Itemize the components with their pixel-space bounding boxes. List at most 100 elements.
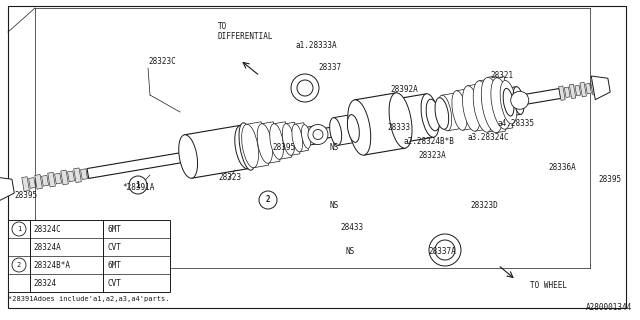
Text: 6MT: 6MT	[107, 260, 121, 269]
Text: CVT: CVT	[107, 243, 121, 252]
Ellipse shape	[282, 124, 294, 155]
Polygon shape	[596, 82, 602, 92]
Text: 1: 1	[17, 226, 21, 232]
Text: 28395: 28395	[272, 143, 295, 153]
Text: 1: 1	[136, 180, 140, 189]
Polygon shape	[274, 122, 291, 159]
Polygon shape	[246, 122, 269, 168]
Polygon shape	[442, 93, 463, 131]
Text: 28323C: 28323C	[148, 58, 176, 67]
Circle shape	[12, 258, 26, 272]
Text: 2: 2	[266, 196, 270, 204]
Text: 28323A: 28323A	[418, 150, 445, 159]
Text: NS: NS	[330, 201, 339, 210]
Text: *28391Adoes include'a1,a2,a3,a4'parts.: *28391Adoes include'a1,a2,a3,a4'parts.	[8, 296, 170, 302]
Ellipse shape	[435, 98, 449, 129]
Ellipse shape	[421, 94, 439, 137]
Ellipse shape	[330, 118, 342, 145]
Text: 28324A: 28324A	[33, 243, 61, 252]
Polygon shape	[87, 152, 186, 179]
Ellipse shape	[500, 80, 517, 124]
Polygon shape	[305, 126, 317, 145]
Text: 28333: 28333	[387, 124, 410, 132]
Ellipse shape	[269, 124, 284, 159]
Ellipse shape	[311, 126, 319, 144]
Text: 28323D: 28323D	[470, 201, 498, 210]
Ellipse shape	[389, 93, 412, 148]
Polygon shape	[467, 84, 487, 131]
Circle shape	[511, 91, 529, 109]
Polygon shape	[74, 168, 81, 183]
Polygon shape	[591, 76, 610, 100]
Text: TO
DIFFERENTIAL: TO DIFFERENTIAL	[218, 22, 273, 41]
Circle shape	[259, 191, 277, 209]
Polygon shape	[22, 177, 29, 191]
Text: 28324: 28324	[33, 278, 56, 287]
Polygon shape	[479, 79, 497, 132]
Bar	[8, 220, 170, 292]
Text: 28336A: 28336A	[548, 164, 576, 172]
Text: TO WHEEL: TO WHEEL	[530, 281, 567, 290]
Text: CVT: CVT	[107, 278, 121, 287]
Ellipse shape	[257, 124, 273, 163]
Circle shape	[297, 80, 313, 96]
Polygon shape	[400, 94, 434, 142]
Text: 28392A: 28392A	[390, 85, 418, 94]
Polygon shape	[0, 177, 14, 201]
Text: 2: 2	[17, 262, 21, 268]
Polygon shape	[333, 115, 356, 145]
Polygon shape	[184, 125, 248, 178]
Ellipse shape	[184, 149, 190, 164]
Polygon shape	[262, 122, 280, 163]
Text: a1.28333A: a1.28333A	[296, 42, 338, 51]
Circle shape	[12, 222, 26, 236]
Ellipse shape	[239, 123, 255, 170]
Text: a3.28324C: a3.28324C	[468, 133, 509, 142]
Ellipse shape	[242, 124, 259, 168]
Polygon shape	[314, 123, 357, 140]
Text: A280001344: A280001344	[586, 303, 632, 312]
Text: 28324C: 28324C	[33, 225, 61, 234]
Text: 28395: 28395	[598, 175, 621, 185]
Polygon shape	[564, 87, 570, 98]
Text: 28337A: 28337A	[428, 247, 456, 257]
Polygon shape	[48, 172, 56, 187]
Ellipse shape	[513, 87, 524, 114]
Ellipse shape	[491, 78, 511, 129]
Polygon shape	[575, 85, 580, 96]
Text: NS: NS	[345, 247, 355, 257]
Ellipse shape	[503, 88, 514, 116]
Polygon shape	[456, 89, 475, 130]
Polygon shape	[81, 169, 88, 180]
Polygon shape	[42, 175, 49, 186]
Polygon shape	[580, 82, 586, 97]
Ellipse shape	[235, 125, 253, 169]
Circle shape	[435, 240, 455, 260]
Text: 28433: 28433	[340, 223, 363, 233]
Ellipse shape	[481, 77, 503, 133]
Text: 28323: 28323	[218, 173, 241, 182]
Ellipse shape	[179, 135, 198, 178]
Ellipse shape	[301, 125, 311, 148]
Polygon shape	[54, 173, 61, 184]
Polygon shape	[559, 86, 565, 100]
Polygon shape	[506, 87, 521, 116]
Polygon shape	[295, 123, 308, 152]
Polygon shape	[61, 170, 68, 185]
Text: a2.28324B*B: a2.28324B*B	[403, 138, 454, 147]
Polygon shape	[286, 122, 300, 155]
Ellipse shape	[292, 124, 303, 152]
Ellipse shape	[438, 95, 452, 131]
Polygon shape	[497, 76, 513, 129]
Text: 28321: 28321	[490, 71, 513, 81]
Circle shape	[313, 130, 323, 140]
Text: 28395: 28395	[15, 191, 38, 201]
Text: 28337: 28337	[318, 63, 341, 73]
Polygon shape	[570, 84, 576, 99]
Text: 28324B*A: 28324B*A	[33, 260, 70, 269]
Text: a4.28335: a4.28335	[498, 119, 535, 129]
Circle shape	[429, 234, 461, 266]
Circle shape	[308, 124, 328, 145]
Ellipse shape	[426, 99, 440, 131]
Ellipse shape	[473, 81, 493, 132]
